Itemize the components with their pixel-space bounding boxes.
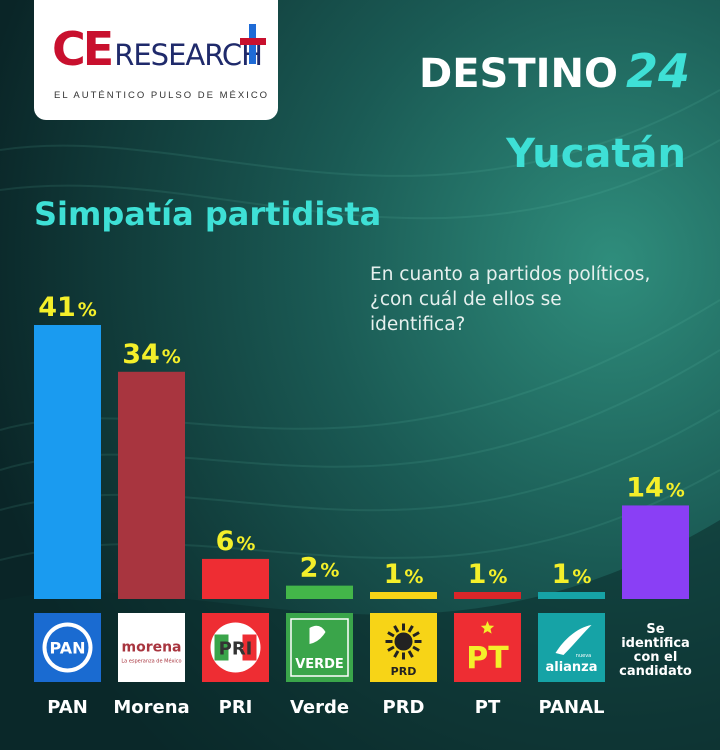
bar-pt: [454, 592, 521, 599]
brand-logo: CE RESEARCH EL AUTÉNTICO PULSO DE MÉXICO: [34, 0, 278, 120]
pri-logo-icon: PRI: [202, 613, 269, 682]
region-title: Yucatán: [506, 131, 686, 177]
svg-text:PRI: PRI: [219, 639, 253, 660]
category-label-morena: Morena: [113, 697, 189, 718]
value-label-pri: 6%: [216, 526, 256, 557]
bar-verde: [286, 585, 353, 599]
value-label-pan: 41%: [38, 292, 97, 323]
svg-text:morena: morena: [121, 640, 181, 656]
svg-text:PT: PT: [466, 641, 509, 676]
brand-name-research: RESEARCH: [114, 38, 263, 72]
category-label-pan: PAN: [47, 697, 88, 718]
verde-logo-icon: VERDE: [286, 613, 353, 682]
bar-candidato: [622, 505, 689, 599]
page-title: DESTINO 24: [419, 48, 690, 94]
bar-pri: [202, 558, 269, 599]
category-label-verde: Verde: [290, 697, 349, 718]
title-text: DESTINO: [419, 51, 618, 97]
bar-pan: [34, 325, 101, 599]
svg-text:alianza: alianza: [545, 660, 597, 675]
value-label-morena: 34%: [122, 339, 181, 370]
value-label-candidato: 14%: [626, 472, 685, 503]
title-number: 24: [625, 44, 690, 98]
value-label-verde: 2%: [300, 553, 340, 584]
svg-text:VERDE: VERDE: [295, 657, 344, 672]
svg-text:PRD: PRD: [391, 665, 417, 678]
prd-logo-icon: PRD: [370, 613, 437, 682]
bar-morena: [118, 371, 185, 599]
svg-text:nueva: nueva: [576, 653, 591, 659]
category-label-prd: PRD: [383, 697, 425, 718]
pan-logo-icon: PAN: [34, 613, 101, 682]
survey-question: En cuanto a partidos políticos, ¿con cuá…: [370, 264, 651, 335]
chart-title: Simpatía partidista: [34, 195, 382, 233]
pt-logo-icon: PT: [454, 613, 521, 682]
svg-text:PAN: PAN: [49, 639, 85, 658]
brand-tagline: EL AUTÉNTICO PULSO DE MÉXICO: [54, 90, 270, 101]
morena-logo-icon: morena La esperanza de México: [118, 613, 185, 682]
bar-panal: [538, 592, 605, 599]
category-label-pt: PT: [475, 697, 501, 718]
category-label-panal: PANAL: [539, 697, 605, 718]
category-label-pri: PRI: [219, 697, 253, 718]
bar-prd: [370, 592, 437, 599]
candidate-note: Se identifica con el candidato: [619, 622, 692, 679]
brand-name-ce: CE: [52, 22, 114, 76]
value-label-panal: 1%: [552, 559, 592, 590]
plus-icon: [240, 24, 266, 64]
svg-text:La esperanza de México: La esperanza de México: [121, 658, 181, 665]
value-label-pt: 1%: [468, 559, 508, 590]
value-label-prd: 1%: [384, 559, 424, 590]
